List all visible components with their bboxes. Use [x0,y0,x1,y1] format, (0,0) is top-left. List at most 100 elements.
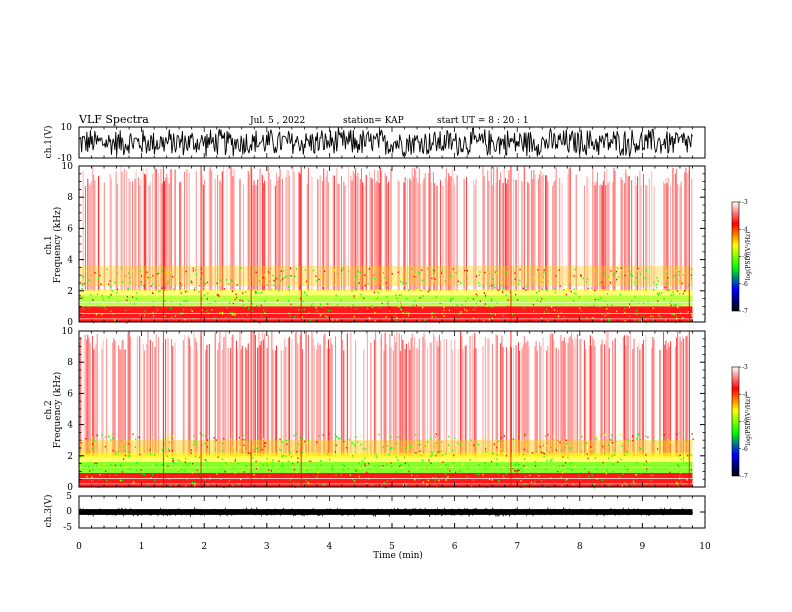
spectrogram-speckle [607,444,610,446]
spectrogram-streak [652,336,654,456]
spectrogram-speckle [442,486,444,489]
spectrogram-speckle [529,480,532,483]
spectrogram-speckle [354,445,356,448]
spectrogram-speckle [628,306,630,309]
spectrogram-speckle [420,452,422,455]
x-tick-label: 2 [201,542,207,552]
spectrogram-speckle [333,269,336,271]
spectrogram-speckle [514,272,516,274]
spectrogram-speckle [171,449,174,452]
spectrogram-speckle [206,281,209,284]
spectrogram-streak [588,346,590,456]
spectrogram-speckle [85,438,87,440]
spectrogram-speckle [177,459,179,462]
spectrogram-streak [444,177,446,291]
spectrogram-speckle [617,267,619,269]
spectrogram-speckle [375,453,377,456]
spectrogram-speckle [428,440,430,443]
spectrogram-streak [554,180,556,291]
spectrogram-speckle [312,269,314,272]
spectrogram-speckle [546,308,548,311]
spectrogram-streak [375,331,377,456]
spectrogram-streak [411,167,413,291]
spectrogram-speckle [373,277,375,280]
spectrogram-speckle [164,437,166,440]
spectrogram-speckle [524,433,526,435]
spectrogram-speckle [690,274,693,276]
spectrogram-streak [503,168,505,291]
spectrogram-speckle [203,294,205,296]
spectrogram-speckle [286,439,288,442]
spectrogram-streak [268,173,270,291]
spectrogram-speckle [297,484,299,487]
spectrogram-speckle [190,452,192,454]
spectrogram-speckle [360,443,362,446]
spectrogram-speckle [602,445,604,448]
spectrogram-speckle [242,469,244,472]
spectrogram-speckle [201,297,203,300]
spectrogram-streak [429,168,431,291]
spectrogram-speckle [346,477,349,479]
spectrogram-streak [432,172,434,291]
spectrogram-streak [679,336,681,456]
spectrogram-speckle [442,309,444,312]
spectrogram-speckle [405,484,407,487]
spectrogram-streak [484,337,486,456]
spectrogram-speckle [131,270,134,273]
spectrogram-speckle [594,298,596,301]
spectrogram-streak [570,332,573,456]
spectrogram-speckle [527,437,529,439]
spectrogram-speckle [422,482,424,484]
spectrogram-speckle [682,292,684,295]
spectrogram-streak [670,341,672,456]
spectrogram-speckle [133,484,136,486]
spectrogram-streak [253,332,255,456]
spectrogram-streak [317,179,319,291]
spectrogram-speckle [172,460,174,462]
spectrogram-streak [593,339,595,456]
spectrogram-speckle [290,455,292,458]
spectrogram-speckle [135,298,137,300]
spectrogram-streak [625,169,627,291]
spectrogram-streak [482,346,484,456]
spectrogram-speckle [634,474,637,476]
spectrogram-speckle [242,304,245,307]
spectrogram-speckle [424,445,427,447]
spectrogram-speckle [433,272,435,275]
spectrogram-speckle [444,473,447,476]
spectrogram-streak [218,342,220,456]
spectrogram-streak [241,346,243,456]
spectrogram-speckle [96,465,98,468]
spectrogram-speckle [678,271,680,273]
spectrogram-streak [155,334,157,456]
spectrogram-streak [567,173,569,291]
spectrogram-speckle [494,286,496,289]
spectrogram-speckle [223,288,225,290]
spectrogram-speckle [422,295,424,297]
spectrogram-speckle [116,288,119,291]
spectrogram-speckle [234,298,236,301]
spectrogram-speckle [393,276,395,278]
spectrogram-speckle [536,299,538,302]
spectrogram-streak [264,180,266,291]
spectrogram-speckle [304,296,307,298]
spectrogram-speckle [501,291,504,293]
spectrogram-speckle [326,316,328,318]
spectrogram-speckle [303,467,305,469]
spectrogram-speckle [386,302,388,305]
spectrogram-speckle [574,268,576,271]
spectrogram-speckle [396,471,398,473]
spectrogram-speckle [385,282,387,284]
spectrogram-speckle [378,287,380,289]
spectrogram-speckle [551,435,553,438]
spectrogram-speckle [312,282,314,285]
spectrogram-speckle [478,474,480,476]
spectrogram-speckle [110,439,112,441]
spectrogram-speckle [533,310,535,312]
spectrogram-speckle [140,284,142,286]
spectrogram-speckle [317,472,319,474]
spectrogram-speckle [353,296,355,299]
spectrogram-speckle [491,452,493,454]
spectrogram-speckle [190,280,192,282]
spectrogram-speckle [206,298,208,300]
